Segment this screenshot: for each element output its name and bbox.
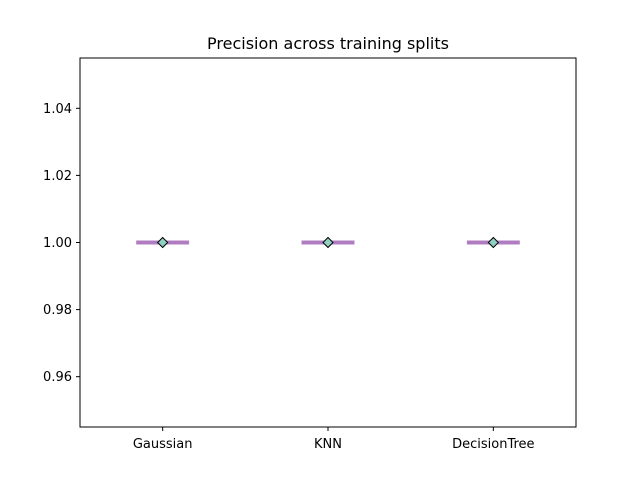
y-axis: 0.96 0.98 1.00 1.02 1.04 (43, 102, 80, 385)
y-tick-label: 0.96 (43, 370, 72, 385)
chart-title: Precision across training splits (207, 34, 449, 53)
y-tick-label: 0.98 (43, 303, 72, 318)
x-tick-label: KNN (314, 437, 342, 452)
x-tick-label: Gaussian (133, 437, 193, 452)
mean-marker (322, 236, 334, 249)
mean-marker (487, 236, 500, 249)
y-tick-label: 1.02 (43, 169, 72, 184)
box-marks (136, 236, 520, 249)
x-axis: Gaussian KNN DecisionTree (133, 427, 535, 452)
x-tick-label: DecisionTree (452, 437, 534, 452)
y-tick-label: 1.04 (43, 102, 72, 117)
mean-marker (156, 236, 169, 249)
y-tick-label: 1.00 (43, 236, 72, 251)
